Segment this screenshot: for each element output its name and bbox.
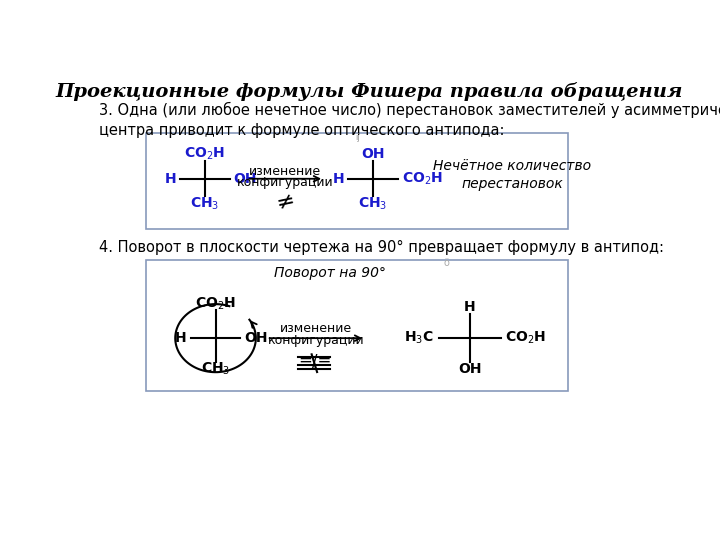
Text: OH: OH [233, 172, 257, 186]
Bar [145, 260, 568, 390]
Text: конфигурации: конфигурации [237, 176, 333, 189]
Text: ö: ö [444, 259, 449, 268]
Text: Поворот на 90°: Поворот на 90° [274, 266, 386, 280]
Text: ij: ij [355, 133, 360, 143]
Text: H: H [464, 300, 476, 314]
Text: ≠: ≠ [274, 190, 297, 214]
Text: CO$_2$H: CO$_2$H [505, 330, 546, 346]
Text: OH: OH [458, 362, 482, 376]
Text: Проекционные формулы Фишера правила обращения: Проекционные формулы Фишера правила обра… [55, 82, 683, 101]
Text: OH: OH [244, 331, 268, 345]
Text: CH$_3$: CH$_3$ [201, 361, 230, 377]
Text: H$_3$C: H$_3$C [405, 330, 434, 346]
Text: OH: OH [361, 147, 384, 161]
Text: Нечётное количество
перестановок: Нечётное количество перестановок [433, 159, 591, 191]
Text: ≡/≡: ≡/≡ [298, 352, 331, 370]
Text: CH$_3$: CH$_3$ [190, 195, 220, 212]
Text: изменение: изменение [280, 322, 352, 335]
Text: CH$_3$: CH$_3$ [359, 195, 387, 212]
Text: 3. Одна (или любое нечетное число) перестановок заместителей у асимметрического
: 3. Одна (или любое нечетное число) перес… [99, 102, 720, 138]
Text: CO$_2$H: CO$_2$H [402, 171, 443, 187]
Text: H: H [333, 172, 344, 186]
Text: H: H [175, 331, 187, 345]
Text: конфигурации: конфигурации [268, 334, 364, 347]
Bar [145, 132, 568, 229]
Text: H: H [164, 172, 176, 186]
Text: 4. Поворот в плоскости чертежа на 90° превращает формулу в антипод:: 4. Поворот в плоскости чертежа на 90° пр… [99, 240, 665, 255]
Text: CO$_2$H: CO$_2$H [184, 146, 225, 163]
Text: CO$_2$H: CO$_2$H [195, 295, 236, 312]
Text: изменение: изменение [249, 165, 321, 178]
